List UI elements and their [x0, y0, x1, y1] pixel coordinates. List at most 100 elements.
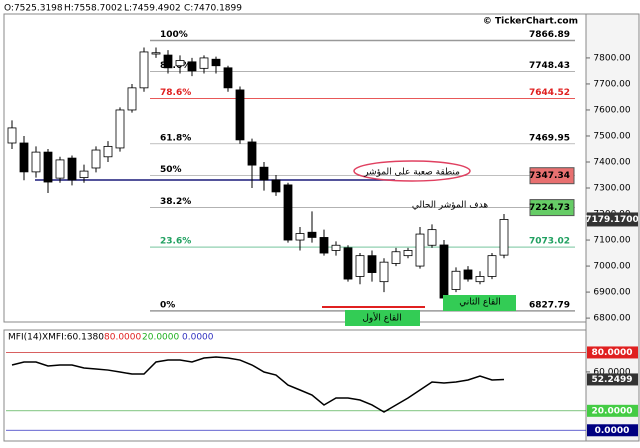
fib-percent: 38.2% [160, 197, 191, 207]
fib-box [529, 167, 575, 185]
candle-body [475, 276, 485, 283]
annotation: منطقة صعبة على المؤشر [363, 168, 460, 178]
candle-body [7, 127, 17, 144]
fib-percent: 78.6% [160, 88, 191, 98]
fib-value: 7347.34 [529, 171, 570, 181]
annotation-box [345, 310, 420, 326]
candle-body [91, 149, 101, 169]
fib-percent: 61.8% [160, 133, 191, 143]
y-tick-label: 80.0000 [592, 348, 633, 358]
fib-percent: 50% [160, 165, 182, 175]
y-tick-label: 0.0000 [595, 426, 630, 436]
y-tick-label: 7700.00 [593, 79, 630, 89]
candle-body [295, 233, 305, 241]
fib-percent: 0% [160, 300, 175, 310]
y-tick-label: 7600.00 [593, 105, 630, 115]
candle-body [307, 231, 317, 238]
watermark: © TickerChart.com [483, 17, 578, 27]
candle-body [259, 166, 269, 181]
ohlc-header: L:7459.4902 [124, 4, 181, 14]
tick-box [587, 424, 638, 437]
candle-body [211, 58, 221, 67]
fib-value: 7644.52 [529, 88, 570, 98]
fib-percent: 100% [160, 30, 188, 40]
last-value-box [587, 373, 638, 386]
fib-value: 6827.79 [529, 300, 570, 310]
candle-body [427, 229, 437, 246]
candle-body [331, 244, 341, 251]
y-tick-label: 7100.00 [593, 236, 630, 246]
candle-body [223, 67, 233, 89]
candle-body [355, 255, 365, 277]
last-price-box [587, 212, 638, 227]
fib-value: 7748.43 [529, 61, 570, 71]
annotation-ring [353, 160, 471, 182]
annotation-box [443, 295, 516, 311]
candle-body [163, 54, 173, 69]
candle-body [319, 237, 329, 254]
price-pane [3, 13, 587, 323]
candle-body [199, 57, 209, 69]
candle-body [271, 179, 281, 193]
indicator-pane [3, 329, 587, 442]
candle-body [79, 170, 89, 179]
last-price-label: 7179.1700 [585, 215, 639, 225]
tick-box [587, 346, 638, 359]
y-tick-label: 6900.00 [593, 288, 630, 298]
candle-body [487, 255, 497, 277]
candle-body [175, 60, 185, 67]
y-tick-label: 7000.00 [593, 262, 630, 272]
candle-body [499, 219, 509, 256]
candle-body [19, 142, 29, 173]
candle-body [235, 89, 245, 141]
candle-body [187, 61, 197, 72]
fib-box [529, 199, 575, 217]
y-tick-label: 7800.00 [593, 53, 630, 63]
candle-body [415, 233, 425, 267]
fib-value: 7073.02 [529, 237, 570, 247]
y-tick-label: 7500.00 [593, 131, 630, 141]
mfi-line [11, 356, 505, 413]
fib-value: 7469.95 [529, 133, 570, 143]
ohlc-header: C:7470.1899 [184, 4, 242, 14]
fib-percent: 23.6% [160, 237, 191, 247]
candle-body [403, 250, 413, 257]
y-tick-label: 20.0000 [592, 406, 633, 416]
ohlc-header: H:7558.7002 [64, 4, 122, 14]
indicator-header: 20.0000 [142, 333, 179, 343]
candle-body [127, 87, 137, 111]
annotation: هدف المؤشر الحالي [412, 201, 488, 211]
y-tick-label: 7400.00 [593, 157, 630, 167]
indicator-header: MFI(14) [8, 333, 42, 343]
fib-value: 7866.89 [529, 30, 570, 40]
candle-body [67, 157, 77, 181]
candle-body [115, 109, 125, 149]
candle-body [391, 251, 401, 264]
candle-body [139, 51, 149, 89]
last-value-label: 52.2499 [592, 375, 633, 385]
ohlc-header: O:7525.3198 [4, 4, 63, 14]
annotation: القاع الأول [362, 312, 401, 324]
tick-box [587, 404, 638, 417]
candle-body [463, 269, 473, 280]
indicator-header: 0.0000 [182, 333, 214, 343]
candle-body [247, 141, 257, 166]
y-tick-label: 60.0000 [593, 367, 630, 377]
candle-body [31, 151, 41, 173]
candle-body [367, 255, 377, 273]
candle-body [103, 145, 113, 158]
candle-body [55, 159, 65, 179]
indicator-header: XMFI:60.1380 [42, 333, 104, 343]
indicator-header: 80.0000 [104, 333, 141, 343]
candle-body [379, 261, 389, 283]
y-tick-label: 6800.00 [593, 314, 630, 324]
candle-body [451, 270, 461, 290]
fib-value: 7224.73 [529, 203, 570, 213]
annotation: القاع الثاني [459, 298, 500, 308]
price-axis [585, 13, 640, 442]
y-tick-label: 7300.00 [593, 184, 630, 194]
candle-body [439, 244, 449, 299]
candle-body [43, 151, 53, 183]
